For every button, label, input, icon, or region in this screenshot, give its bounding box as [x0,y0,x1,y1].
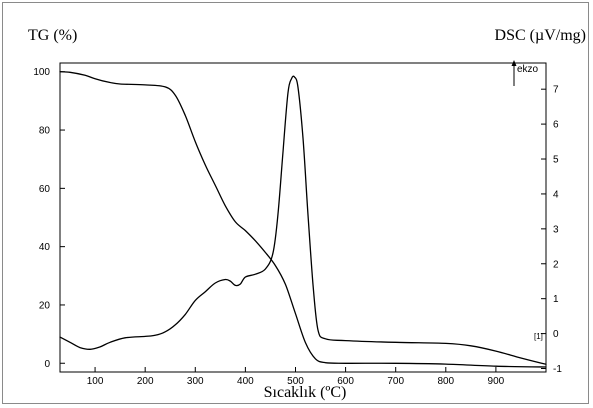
y-right-tick-label: 3 [553,224,559,235]
exo-label: ekzo [517,64,539,75]
chart-frame [2,2,589,404]
corner-mark: [1] [534,332,543,341]
exo-arrow-icon [511,60,517,86]
y-right-tick-label: 5 [553,155,559,166]
y-left-tick-label: 20 [39,300,51,311]
y-left-tick-label: 40 [39,242,51,253]
x-tick-label: 900 [488,376,505,387]
y-left-tick-label: 0 [44,359,50,370]
x-tick-label: 600 [337,376,354,387]
y-right-tick-label: 6 [553,120,559,131]
y-right-tick-label: -1 [553,364,562,375]
y-right-tick-label: 7 [553,85,559,96]
x-tick-label: 500 [287,376,304,387]
series-group [59,71,547,368]
x-tick-label: 100 [87,376,104,387]
plot-area [59,62,547,373]
y-right-tick-label: 1 [553,294,559,305]
y-right-tick-label: 4 [553,189,559,200]
axis-ticks: 100 200 300 400 500 600 700 800 900020406080100-… [33,67,562,387]
y-left-tick-label: 80 [39,126,51,137]
x-axis-title: Sıcaklık (ºC) [264,384,347,401]
x-tick-label: 400 [237,376,254,387]
y-right-tick-label: 2 [553,259,559,270]
x-tick-label: 700 [387,376,404,387]
x-tick-label: 800 [437,376,454,387]
x-tick-label: 300 [187,376,204,387]
y-axis-left-title: TG (%) [28,27,77,44]
y-left-tick-label: 100 [33,67,50,78]
dsc-curve [59,75,547,365]
x-tick-label: 200 [137,376,154,387]
y-right-tick-label: 0 [553,329,559,340]
y-left-tick-label: 60 [39,184,51,195]
y-axis-right-title: DSC (µV/mg) [495,27,586,44]
tg-curve [59,71,547,368]
